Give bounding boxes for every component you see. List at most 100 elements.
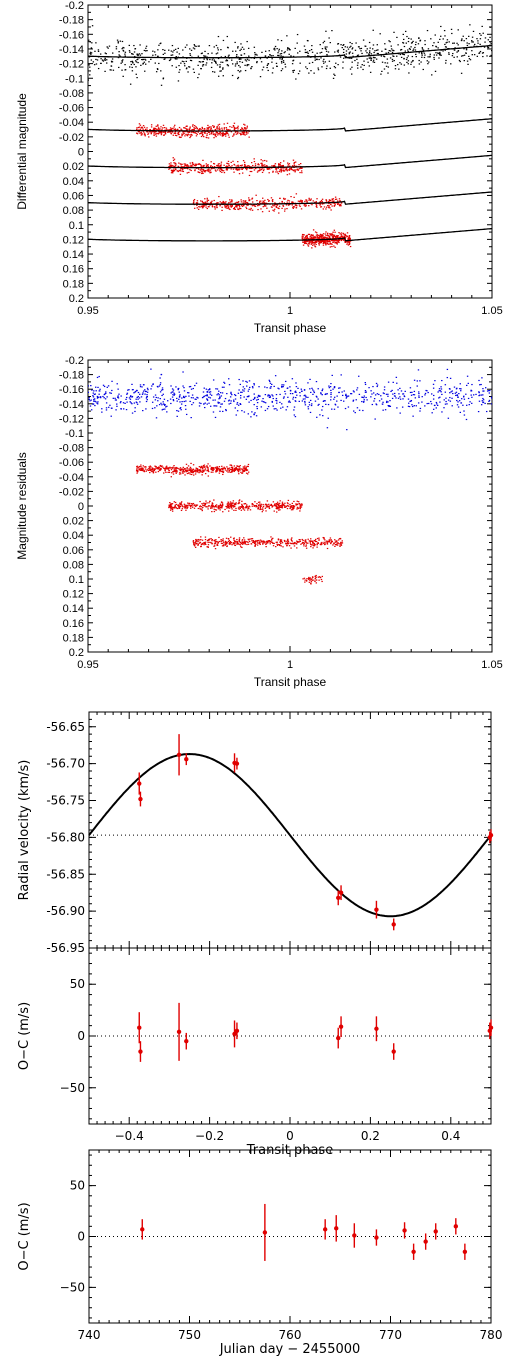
data-point bbox=[231, 394, 233, 396]
data-point bbox=[299, 395, 301, 397]
data-point bbox=[216, 52, 219, 54]
data-point bbox=[159, 398, 161, 400]
data-point bbox=[226, 393, 228, 395]
data-point bbox=[324, 47, 327, 50]
data-point bbox=[462, 55, 464, 57]
data-point bbox=[265, 165, 268, 167]
y-tick-label: -0.2 bbox=[65, 355, 84, 367]
data-point bbox=[298, 541, 300, 543]
data-point bbox=[459, 383, 461, 385]
data-point bbox=[386, 62, 389, 64]
data-point bbox=[200, 506, 203, 508]
data-point bbox=[185, 128, 187, 130]
data-point bbox=[331, 205, 333, 207]
data-point bbox=[479, 43, 481, 45]
data-point bbox=[288, 53, 290, 55]
data-point bbox=[247, 132, 249, 134]
data-point bbox=[220, 470, 222, 473]
data-point bbox=[261, 162, 263, 164]
data-point bbox=[291, 201, 293, 203]
data-point bbox=[488, 399, 491, 402]
data-point bbox=[276, 48, 278, 50]
data-point bbox=[292, 170, 295, 172]
data-point bbox=[389, 50, 392, 52]
data-point bbox=[374, 50, 376, 52]
data-point bbox=[136, 469, 138, 471]
y-tick-label: 0.04 bbox=[63, 176, 84, 188]
data-point bbox=[291, 165, 294, 167]
data-point bbox=[451, 32, 453, 35]
data-point bbox=[232, 168, 235, 170]
data-point bbox=[197, 544, 199, 546]
data-point bbox=[200, 205, 203, 207]
data-point bbox=[430, 400, 432, 403]
data-point bbox=[253, 414, 255, 416]
data-point bbox=[178, 71, 180, 73]
data-point bbox=[333, 408, 336, 410]
data-point bbox=[364, 381, 366, 384]
data-point bbox=[192, 470, 195, 473]
data-point bbox=[290, 168, 293, 170]
data-point bbox=[337, 239, 340, 241]
data-point bbox=[207, 124, 209, 127]
data-point bbox=[287, 162, 289, 164]
data-point bbox=[179, 502, 181, 504]
data-point bbox=[275, 502, 278, 505]
data-point bbox=[410, 46, 412, 48]
data-point bbox=[355, 399, 357, 401]
data-point bbox=[340, 202, 343, 204]
data-point bbox=[275, 169, 278, 171]
data-point bbox=[245, 167, 247, 170]
data-point bbox=[351, 47, 354, 49]
data-point bbox=[221, 171, 223, 173]
data-point bbox=[189, 53, 191, 55]
data-point bbox=[171, 171, 174, 173]
data-point bbox=[137, 126, 140, 129]
data-point bbox=[287, 503, 289, 505]
data-point bbox=[447, 399, 450, 401]
data-point bbox=[193, 201, 195, 203]
data-point bbox=[293, 500, 295, 503]
data-point bbox=[328, 202, 330, 205]
data-point bbox=[288, 163, 291, 165]
data-point bbox=[423, 56, 426, 59]
data-point bbox=[286, 170, 289, 172]
data-point bbox=[211, 502, 214, 504]
data-point bbox=[187, 472, 190, 474]
data-point bbox=[220, 163, 222, 165]
data-point bbox=[260, 208, 262, 210]
data-point bbox=[329, 399, 332, 401]
data-point bbox=[145, 397, 148, 399]
data-point bbox=[300, 208, 303, 210]
data-point bbox=[239, 383, 242, 386]
data-point bbox=[327, 239, 329, 241]
data-point bbox=[206, 403, 208, 405]
data-point bbox=[161, 394, 163, 397]
data-point bbox=[490, 396, 492, 398]
data-point bbox=[348, 242, 351, 244]
data-point bbox=[342, 67, 344, 69]
data-point bbox=[407, 55, 409, 57]
y-tick-label: -0.1 bbox=[65, 428, 84, 440]
data-point bbox=[173, 49, 175, 51]
data-point bbox=[393, 59, 395, 62]
data-point bbox=[300, 200, 302, 202]
data-point bbox=[354, 59, 356, 62]
data-point bbox=[180, 128, 182, 130]
data-point bbox=[253, 393, 255, 395]
data-point bbox=[413, 394, 416, 396]
data-point bbox=[301, 167, 303, 169]
data-point bbox=[352, 399, 355, 401]
data-point bbox=[457, 50, 460, 52]
data-point bbox=[156, 467, 159, 469]
data-point bbox=[188, 66, 191, 68]
data-point bbox=[251, 503, 253, 505]
data-point bbox=[250, 162, 253, 164]
data-point bbox=[308, 404, 311, 406]
data-point bbox=[98, 393, 100, 395]
data-point bbox=[180, 62, 182, 64]
data-point bbox=[276, 541, 279, 543]
data-point bbox=[488, 390, 490, 392]
data-point bbox=[435, 407, 437, 409]
data-point bbox=[232, 399, 235, 401]
